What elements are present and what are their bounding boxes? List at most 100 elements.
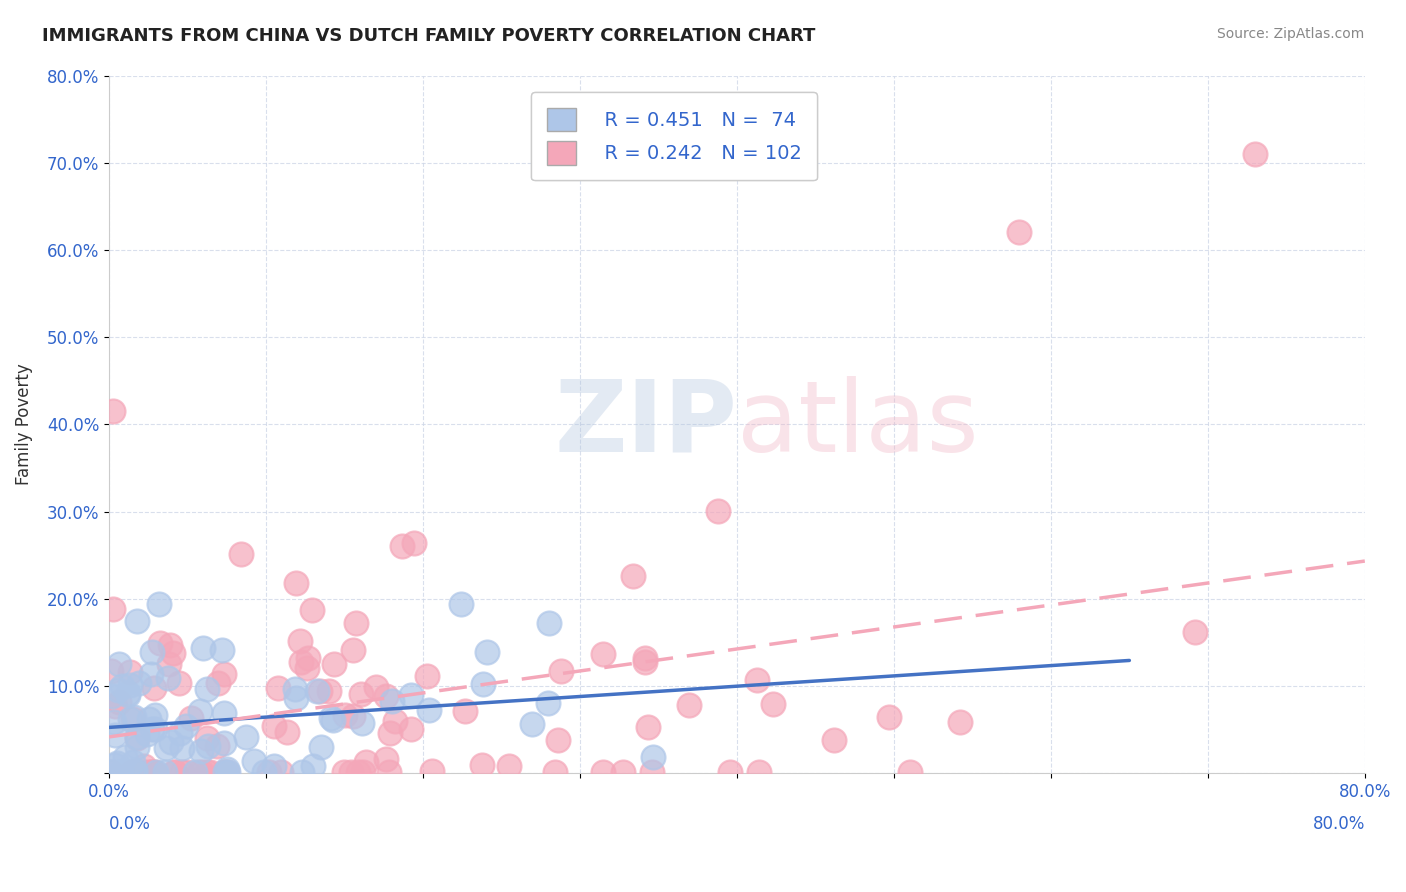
Dutch [550,664,572,678]
Dutch [399,723,422,737]
Dutch [416,669,439,683]
Dutch [612,765,634,780]
Dutch [200,765,222,780]
Dutch [100,665,122,679]
Dutch [297,650,319,665]
Immigrants from China [110,765,132,780]
Dutch [592,648,614,662]
Dutch [375,690,398,704]
Dutch [270,765,292,780]
Immigrants from China [301,758,323,772]
Dutch [212,765,235,780]
Dutch [547,733,569,747]
Immigrants from China [319,711,342,725]
Legend:   R = 0.451   N =  74,   R = 0.242   N = 102: R = 0.451 N = 74, R = 0.242 N = 102 [531,92,817,180]
Immigrants from China [184,765,207,780]
Dutch [149,636,172,650]
Immigrants from China [191,641,214,656]
Immigrants from China [522,716,544,731]
Dutch [374,752,396,766]
Immigrants from China [125,730,148,744]
Dutch [745,673,768,687]
Dutch [471,757,494,772]
Dutch [621,568,644,582]
Dutch [180,711,202,725]
Dutch [454,704,477,718]
Dutch [352,765,374,780]
Immigrants from China [114,750,136,764]
Immigrants from China [141,645,163,659]
Dutch [322,657,344,671]
Immigrants from China [537,696,560,710]
Dutch [949,714,972,729]
Text: IMMIGRANTS FROM CHINA VS DUTCH FAMILY POVERTY CORRELATION CHART: IMMIGRANTS FROM CHINA VS DUTCH FAMILY PO… [42,27,815,45]
Dutch [420,764,443,779]
Dutch [267,681,290,695]
Dutch [276,724,298,739]
Dutch [346,765,368,780]
Text: ZIP: ZIP [554,376,737,473]
Dutch [229,547,252,561]
Dutch [263,719,285,733]
Dutch [142,765,165,780]
Immigrants from China [212,736,235,750]
Immigrants from China [284,681,307,696]
Dutch [1008,226,1031,240]
Dutch [100,765,122,780]
Dutch [823,733,845,747]
Dutch [748,765,770,780]
Immigrants from China [399,688,422,702]
Immigrants from China [190,744,212,758]
Dutch [718,765,741,780]
Immigrants from China [211,642,233,657]
Dutch [1244,147,1267,161]
Dutch [191,765,214,780]
Dutch [340,765,363,780]
Dutch [637,720,659,734]
Dutch [134,765,156,780]
Dutch [121,765,143,780]
Dutch [205,739,228,754]
Immigrants from China [124,765,146,780]
Dutch [132,758,155,772]
Immigrants from China [121,755,143,769]
Immigrants from China [174,719,197,733]
Immigrants from China [138,712,160,726]
Immigrants from China [124,763,146,777]
Dutch [879,710,901,724]
Dutch [139,765,162,780]
Dutch [634,651,657,665]
Immigrants from China [263,758,285,772]
Text: 80.0%: 80.0% [1312,815,1365,833]
Immigrants from China [471,677,494,691]
Dutch [288,634,311,648]
Immigrants from China [124,710,146,724]
Immigrants from China [253,765,276,780]
Immigrants from China [143,707,166,722]
Dutch [169,676,191,690]
Dutch [122,712,145,726]
Immigrants from China [111,679,134,693]
Dutch [162,647,184,661]
Dutch [641,765,664,780]
Immigrants from China [475,645,498,659]
Dutch [378,765,401,780]
Immigrants from China [350,715,373,730]
Immigrants from China [197,739,219,754]
Immigrants from China [155,741,177,756]
Dutch [364,681,387,695]
Dutch [1184,624,1206,639]
Dutch [350,687,373,701]
Dutch [391,539,413,553]
Dutch [195,731,218,745]
Immigrants from China [160,735,183,749]
Dutch [143,765,166,780]
Immigrants from China [243,754,266,768]
Immigrants from China [108,657,131,671]
Immigrants from China [305,683,328,698]
Immigrants from China [214,765,236,780]
Dutch [215,765,238,780]
Immigrants from China [170,741,193,756]
Immigrants from China [139,667,162,681]
Dutch [257,765,280,780]
